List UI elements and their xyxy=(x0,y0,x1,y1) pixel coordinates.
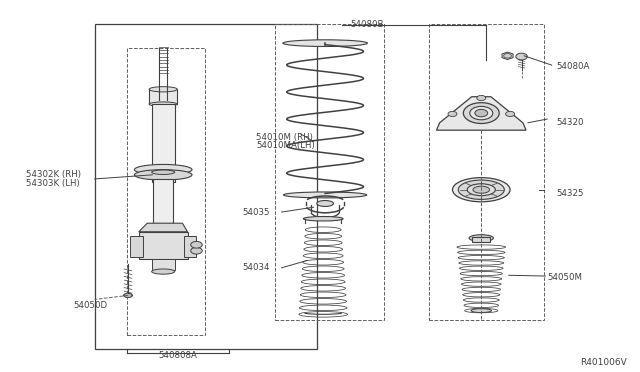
Circle shape xyxy=(477,95,486,100)
Ellipse shape xyxy=(467,184,495,196)
Text: 54050M: 54050M xyxy=(547,273,582,282)
Polygon shape xyxy=(139,223,188,232)
Bar xyxy=(275,24,384,320)
Ellipse shape xyxy=(303,217,343,221)
Bar xyxy=(152,259,175,270)
Ellipse shape xyxy=(152,269,175,274)
Text: 54035: 54035 xyxy=(242,208,269,217)
Text: 54050D: 54050D xyxy=(74,301,108,310)
Text: R401006V: R401006V xyxy=(580,358,627,367)
Ellipse shape xyxy=(471,309,492,312)
Circle shape xyxy=(470,106,493,120)
Bar xyxy=(127,48,205,335)
Polygon shape xyxy=(436,97,526,130)
Ellipse shape xyxy=(124,294,132,297)
Ellipse shape xyxy=(452,177,510,202)
Ellipse shape xyxy=(284,192,367,198)
Ellipse shape xyxy=(317,201,333,206)
Ellipse shape xyxy=(458,180,504,199)
Circle shape xyxy=(506,111,515,116)
Ellipse shape xyxy=(283,40,367,46)
Circle shape xyxy=(124,293,132,298)
Text: 54320: 54320 xyxy=(557,118,584,127)
Text: 54010M (RH): 54010M (RH) xyxy=(256,133,313,142)
Bar xyxy=(130,236,143,257)
Text: 54080B: 54080B xyxy=(351,20,384,29)
Ellipse shape xyxy=(134,164,192,175)
Bar xyxy=(95,24,317,349)
Text: 54302K (RH): 54302K (RH) xyxy=(26,170,81,179)
Bar xyxy=(153,179,173,247)
Ellipse shape xyxy=(473,186,490,193)
Text: 54303K (LH): 54303K (LH) xyxy=(26,179,79,187)
Text: 54080A: 54080A xyxy=(557,62,590,71)
Bar xyxy=(139,232,188,259)
Circle shape xyxy=(463,103,499,124)
Text: 54010MA(LH): 54010MA(LH) xyxy=(256,141,315,150)
Bar xyxy=(472,237,490,242)
Bar xyxy=(429,24,544,320)
Circle shape xyxy=(516,53,527,60)
Ellipse shape xyxy=(149,87,177,92)
Circle shape xyxy=(191,247,202,254)
Bar xyxy=(184,236,196,257)
Ellipse shape xyxy=(149,102,177,106)
Circle shape xyxy=(448,111,457,116)
Bar xyxy=(149,89,177,104)
Ellipse shape xyxy=(469,235,493,241)
Text: 540808A: 540808A xyxy=(159,351,197,360)
Circle shape xyxy=(191,241,202,248)
Text: 54034: 54034 xyxy=(242,263,269,272)
Ellipse shape xyxy=(134,170,192,180)
Ellipse shape xyxy=(152,170,175,174)
Text: 54325: 54325 xyxy=(557,189,584,198)
Bar xyxy=(152,104,175,182)
Circle shape xyxy=(475,109,488,117)
